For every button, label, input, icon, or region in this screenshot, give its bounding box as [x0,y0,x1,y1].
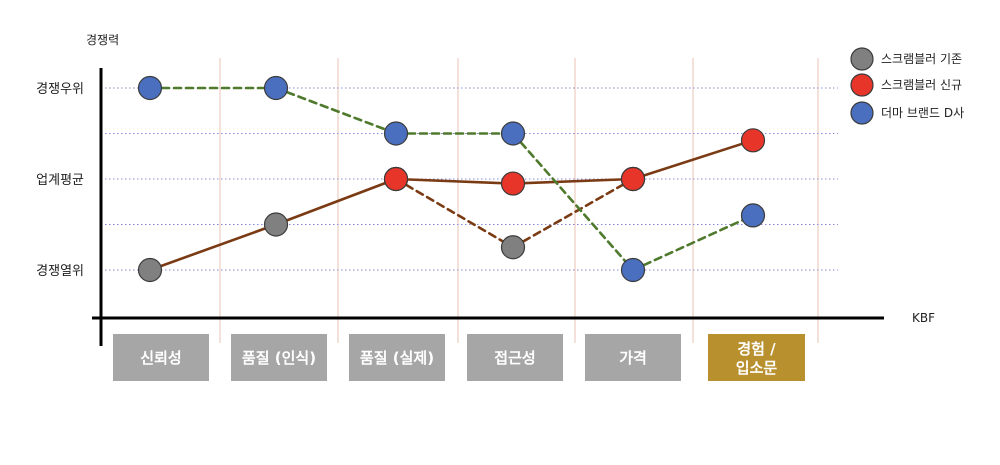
category-boxes: 신뢰성 품질 (인식) 품질 (실제) 접근성 가격 경험 /입소문 [113,334,805,381]
category-box: 신뢰성 [113,334,209,381]
data-point [740,203,766,228]
category-box-bg [231,334,327,381]
data-point [383,166,409,192]
y-tick-label: 경쟁열위 [36,264,84,279]
legend-label: 더마 브랜드 D사 [881,106,964,120]
category-box-bg [467,334,563,381]
category-label: 접근성 [494,349,535,367]
legend-item: 스크램블러 신규 [850,73,962,97]
category-label: 품질 (실제) [360,349,434,367]
y-tick-label: 경쟁우위 [36,82,84,97]
series-line-segment [274,177,398,226]
category-box: 경험 /입소문 [708,334,805,381]
category-box-bg [349,334,445,381]
data-point [620,257,646,283]
y-tick-labels: 경쟁열위 업계평균 경쟁우위 [36,82,84,279]
data-point [263,75,289,101]
series-points [137,75,766,283]
data-point [500,171,526,196]
legend-item: 더마 브랜드 D사 [850,101,964,125]
series-line-segment [631,214,755,272]
data-point [500,235,526,260]
data-point [500,121,526,146]
legend-marker [850,47,874,71]
series-line-segment [394,177,515,249]
data-point [263,212,289,237]
series-line-segment [511,177,635,249]
data-point [740,128,766,153]
category-label: 입소문 [736,359,778,377]
category-label: 가격 [619,349,647,367]
series-line-segment [274,86,398,135]
category-box-bg [708,334,805,381]
y-axis-label: 경쟁력 [86,33,119,47]
category-box: 가격 [585,334,681,381]
category-box: 품질 (인식) [231,334,327,381]
horizontal-gridlines [101,87,838,271]
category-label: 품질 (인식) [242,349,316,367]
series-line-segment [148,223,278,272]
series-lines [148,86,755,272]
category-label: 신뢰성 [140,349,181,367]
category-box: 접근성 [467,334,563,381]
y-tick-label: 업계평균 [36,173,84,188]
legend-label: 스크램블러 신규 [881,78,962,92]
category-label: 경험 / [737,340,776,358]
legend-item: 스크램블러 기존 [850,47,962,71]
category-box-bg [113,334,209,381]
category-box-bg [585,334,681,381]
data-point [383,121,409,146]
x-axis-label: KBF [912,311,935,325]
series-line-segment [511,132,635,272]
category-box: 품질 (실제) [349,334,445,381]
series-line-segment [394,177,515,185]
data-point [137,257,163,283]
data-point [137,75,163,101]
data-point [620,166,646,192]
series-line-segment [511,177,635,185]
legend-marker [850,101,874,125]
legend-label: 스크램블러 기존 [881,52,962,66]
series-line-segment [631,139,755,181]
legend-marker [850,73,874,97]
vertical-gridlines [219,58,819,343]
